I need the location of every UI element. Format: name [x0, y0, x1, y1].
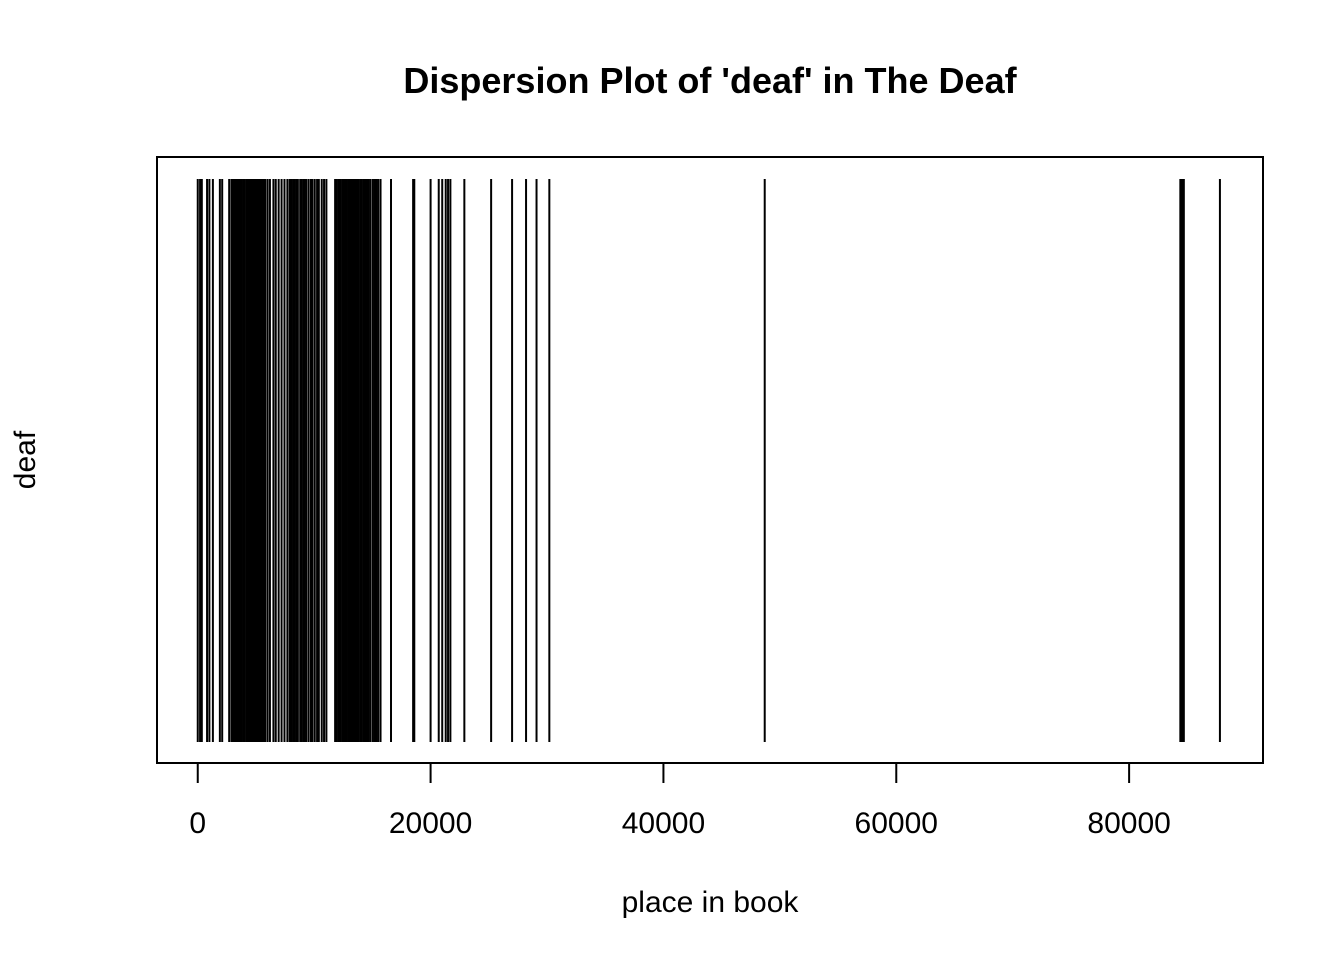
x-tick-label: 80000 — [1087, 807, 1170, 840]
plot-frame — [156, 156, 1264, 764]
x-axis-ticks: 0 20000 40000 60000 80000 — [189, 763, 1171, 840]
x-tick-label: 60000 — [855, 807, 938, 840]
y-axis-label: deaf — [9, 430, 42, 489]
chart-title: Dispersion Plot of 'deaf' in The Deaf — [403, 60, 1017, 101]
occurrence-marks — [196, 179, 1221, 742]
x-tick-label: 40000 — [622, 807, 705, 840]
x-axis-label: place in book — [622, 886, 800, 919]
x-tick-label: 20000 — [389, 807, 472, 840]
x-tick-label: 0 — [189, 807, 206, 840]
